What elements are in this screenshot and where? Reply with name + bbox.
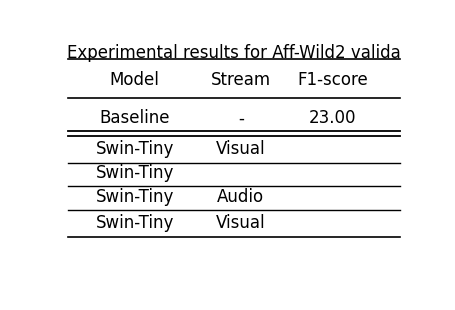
Text: Visual: Visual [216,140,265,158]
Text: Model: Model [110,71,159,89]
Text: Swin-Tiny: Swin-Tiny [96,215,173,232]
Text: Experimental results for Aff-Wild2 valida: Experimental results for Aff-Wild2 valid… [67,44,399,62]
Text: F1-score: F1-score [297,71,367,89]
Text: Stream: Stream [210,71,270,89]
Text: Baseline: Baseline [99,109,170,127]
Text: Swin-Tiny: Swin-Tiny [96,164,173,182]
Text: Swin-Tiny: Swin-Tiny [96,188,173,206]
Text: -: - [238,109,243,127]
Text: 23.00: 23.00 [308,109,356,127]
Text: Audio: Audio [217,188,264,206]
Text: Swin-Tiny: Swin-Tiny [96,140,173,158]
Text: Visual: Visual [216,215,265,232]
